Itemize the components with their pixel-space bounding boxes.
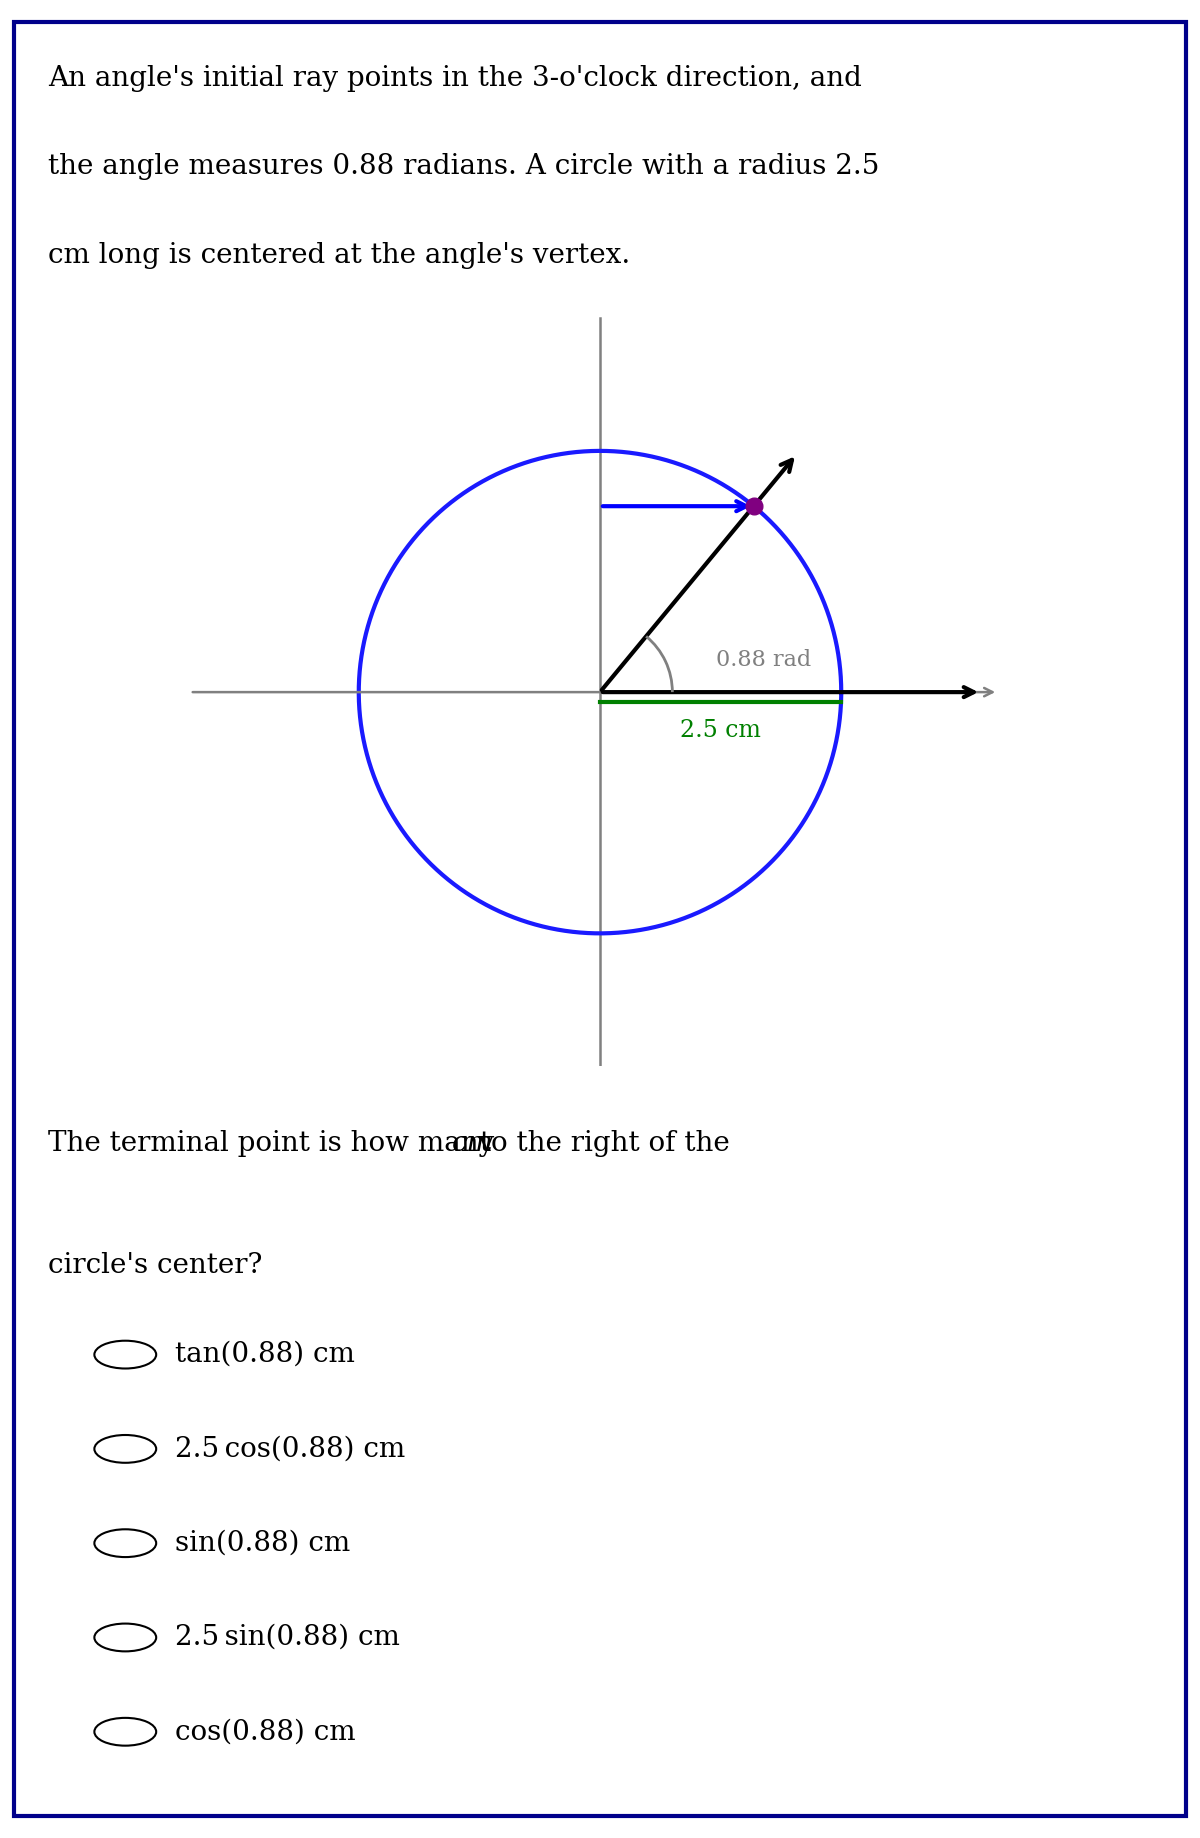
Text: 2.5 cm: 2.5 cm [680, 719, 761, 743]
Text: cos(0.88) cm: cos(0.88) cm [175, 1719, 355, 1746]
Text: to the right of the: to the right of the [470, 1130, 730, 1158]
Text: sin(0.88) cm: sin(0.88) cm [175, 1529, 350, 1557]
Text: An angle's initial ray points in the 3-o'clock direction, and: An angle's initial ray points in the 3-o… [48, 64, 862, 92]
Text: The terminal point is how many: The terminal point is how many [48, 1130, 503, 1158]
Text: cm long is centered at the angle's vertex.: cm long is centered at the angle's verte… [48, 243, 630, 268]
Text: circle's center?: circle's center? [48, 1252, 263, 1279]
Text: cm: cm [452, 1130, 493, 1158]
Text: 2.5 sin(0.88) cm: 2.5 sin(0.88) cm [175, 1625, 400, 1651]
Text: 2.5 cos(0.88) cm: 2.5 cos(0.88) cm [175, 1435, 406, 1463]
Text: the angle measures 0.88 radians. A circle with a radius 2.5: the angle measures 0.88 radians. A circl… [48, 153, 880, 180]
Text: 0.88 rad: 0.88 rad [716, 649, 811, 671]
Text: tan(0.88) cm: tan(0.88) cm [175, 1342, 355, 1367]
